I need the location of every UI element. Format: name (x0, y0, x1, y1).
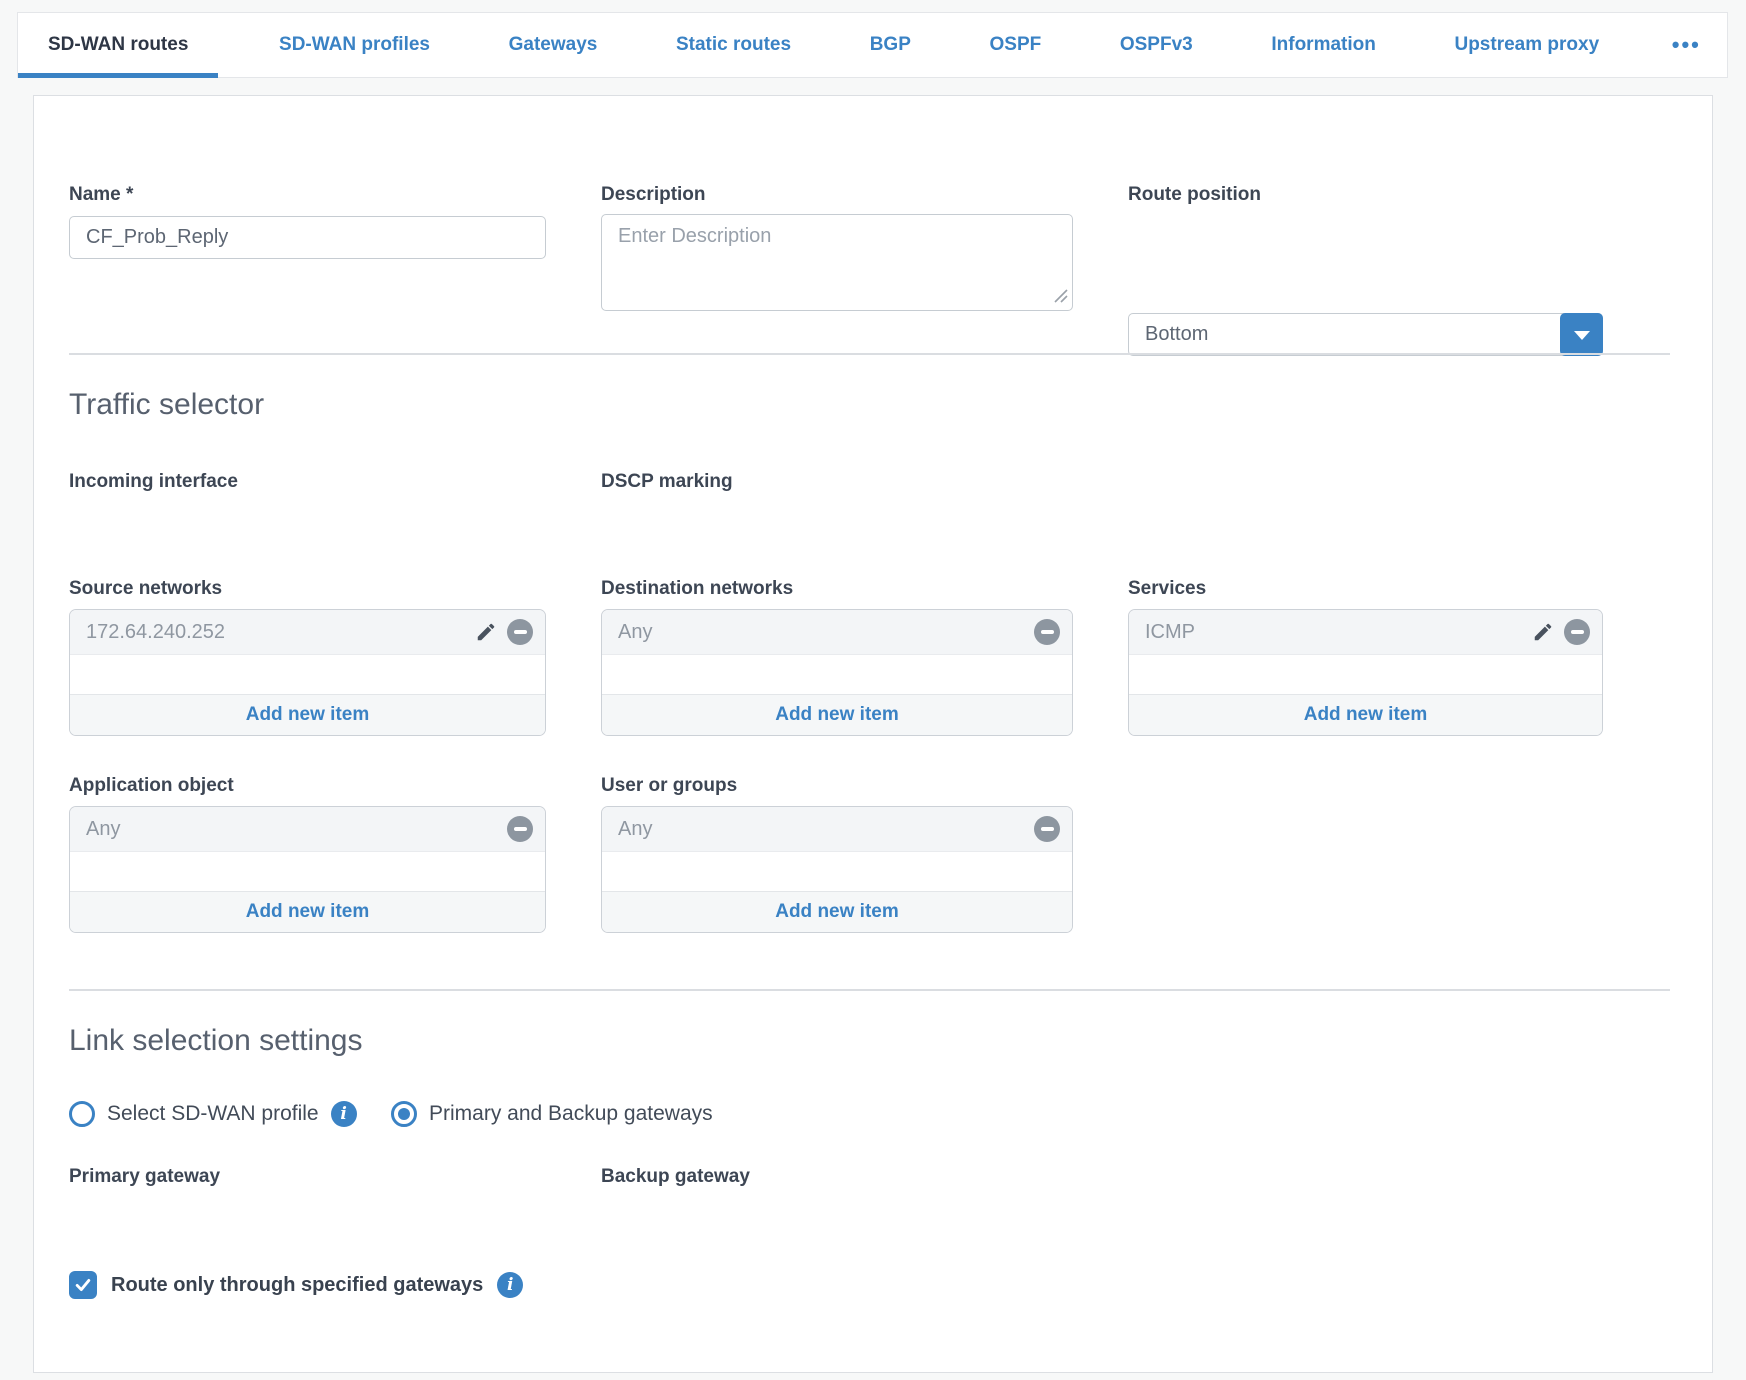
name-input[interactable] (69, 216, 546, 259)
list-item: Any (602, 610, 1072, 655)
section-divider (69, 989, 1670, 991)
add-new-item-button[interactable]: Add new item (70, 891, 545, 932)
remove-icon[interactable] (1034, 619, 1060, 645)
route-position-value: Bottom (1145, 323, 1209, 345)
destination-networks-label: Destination networks (601, 578, 794, 599)
add-new-item-button[interactable]: Add new item (70, 694, 545, 735)
remove-icon[interactable] (1034, 816, 1060, 842)
backup-gateway-label: Backup gateway (601, 1166, 750, 1187)
application-object-label: Application object (69, 775, 234, 796)
list-item: ICMP (1129, 610, 1602, 655)
list-item-label: Any (618, 817, 653, 840)
description-field-wrap (601, 214, 1073, 311)
list-item-label: Any (86, 817, 121, 840)
source-networks-box: 172.64.240.252 Add new item (69, 609, 546, 736)
chevron-down-icon[interactable] (1560, 313, 1603, 356)
sdwan-profile-radio[interactable]: Select SD-WAN profile i (69, 1101, 357, 1127)
radio-label: Primary and Backup gateways (429, 1102, 713, 1125)
tab-information[interactable]: Information (1271, 34, 1376, 55)
remove-icon[interactable] (1564, 619, 1590, 645)
route-position-label: Route position (1128, 184, 1261, 205)
checkbox-checked-icon[interactable] (69, 1271, 97, 1299)
edit-icon[interactable] (1530, 619, 1556, 645)
list-item-label: Any (618, 620, 653, 643)
info-icon[interactable]: i (330, 1101, 357, 1127)
dscp-marking-label: DSCP marking (601, 471, 733, 492)
list-body (602, 655, 1072, 694)
list-item-label: ICMP (1145, 620, 1195, 643)
tab-ospfv3[interactable]: OSPFv3 (1119, 34, 1193, 55)
remove-icon[interactable] (507, 619, 533, 645)
tabs-overflow-button[interactable]: ••• (1671, 32, 1701, 57)
tab-gateways[interactable]: Gateways (508, 34, 598, 55)
name-label: Name * (69, 184, 134, 205)
tab-static-routes[interactable]: Static routes (675, 34, 792, 55)
add-new-item-button[interactable]: Add new item (602, 694, 1072, 735)
remove-icon[interactable] (507, 816, 533, 842)
services-box: ICMP Add new item (1128, 609, 1603, 736)
list-body (70, 852, 545, 891)
link-selection-title: Link selection settings (69, 1024, 363, 1057)
tab-bgp[interactable]: BGP (869, 34, 911, 55)
traffic-selector-title: Traffic selector (69, 388, 265, 421)
radio-unselected-icon[interactable] (69, 1101, 95, 1127)
list-item: 172.64.240.252 (70, 610, 545, 655)
user-or-groups-label: User or groups (601, 775, 738, 796)
list-body (1129, 655, 1602, 694)
tab-ospf[interactable]: OSPF (989, 34, 1042, 55)
list-body (70, 655, 545, 694)
edit-icon[interactable] (473, 619, 499, 645)
tab-bar: SD-WAN routes SD-WAN profiles Gateways S… (17, 12, 1728, 78)
description-label: Description (601, 184, 706, 205)
radio-selected-icon[interactable] (391, 1101, 417, 1127)
sdwan-route-form: Name * Description Route position Bottom… (33, 95, 1713, 1373)
source-networks-label: Source networks (69, 578, 223, 599)
tab-sdwan-profiles[interactable]: SD-WAN profiles (279, 34, 430, 55)
info-icon[interactable]: i (497, 1272, 524, 1298)
radio-label: Select SD-WAN profile (107, 1102, 319, 1125)
tab-upstream-proxy[interactable]: Upstream proxy (1454, 34, 1600, 55)
tab-sdwan-routes[interactable]: SD-WAN routes (18, 13, 219, 78)
section-divider (69, 353, 1670, 355)
add-new-item-button[interactable]: Add new item (602, 891, 1072, 932)
list-item: Any (70, 807, 545, 852)
add-new-item-button[interactable]: Add new item (1129, 694, 1602, 735)
description-textarea[interactable] (601, 214, 1073, 311)
list-item: Any (602, 807, 1072, 852)
application-object-box: Any Add new item (69, 806, 546, 933)
destination-networks-box: Any Add new item (601, 609, 1073, 736)
incoming-interface-label: Incoming interface (69, 471, 238, 492)
primary-gateway-label: Primary gateway (69, 1166, 221, 1187)
primary-backup-gateways-radio[interactable]: Primary and Backup gateways (391, 1101, 713, 1127)
route-only-checkbox-row: Route only through specified gateways i (69, 1271, 524, 1299)
list-body (602, 852, 1072, 891)
user-or-groups-box: Any Add new item (601, 806, 1073, 933)
list-item-label: 172.64.240.252 (86, 620, 226, 643)
checkbox-label: Route only through specified gateways (111, 1273, 484, 1296)
route-position-select[interactable]: Bottom (1128, 313, 1603, 356)
services-label: Services (1128, 578, 1207, 599)
